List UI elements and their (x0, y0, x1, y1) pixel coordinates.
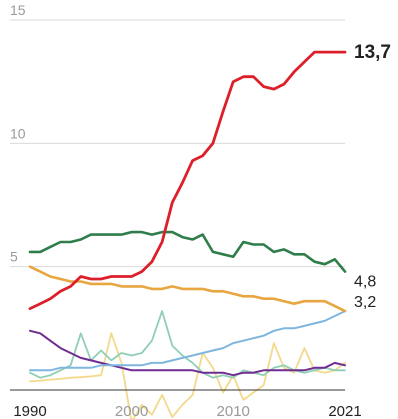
series-line-3 (29, 329, 346, 377)
y-axis-tick-labels: 5 10 15 (10, 2, 26, 265)
y-tick-label-10: 10 (10, 125, 26, 141)
x-tick-label-2021: 2021 (328, 403, 361, 419)
gridlines (10, 19, 345, 268)
y-tick-label-15: 15 (10, 2, 26, 18)
series-end-labels: 3,2 4,8 13,7 (354, 42, 391, 311)
y-tick-label-5: 5 (10, 249, 18, 265)
series-line-5 (28, 265, 347, 313)
x-tick-label-2000: 2000 (115, 403, 148, 419)
series-line-4 (29, 310, 346, 372)
series-line-1 (29, 332, 346, 419)
end-label-series-6: 4,8 (354, 274, 376, 291)
series-line-6 (28, 230, 347, 273)
series-lines (28, 50, 347, 419)
end-label-series-7: 13,7 (354, 42, 391, 63)
x-tick-label-1990: 1990 (13, 403, 46, 419)
end-label-series-5: 3,2 (354, 294, 376, 311)
x-axis-tick-labels: 1990 2000 2010 2021 (13, 403, 361, 419)
x-tick-label-2010: 2010 (217, 403, 250, 419)
series-line-7 (28, 50, 347, 311)
